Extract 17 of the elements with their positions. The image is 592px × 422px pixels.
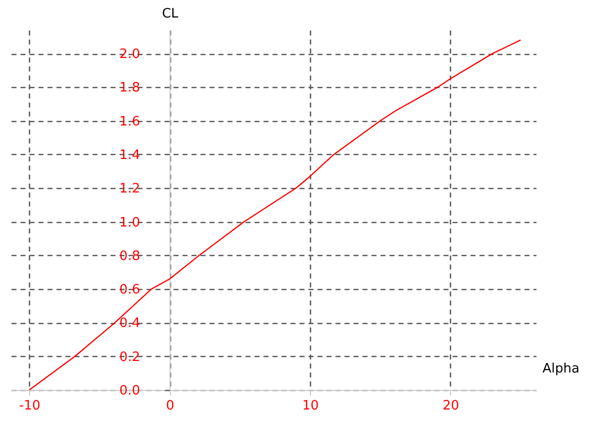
y-tick-label: 1.8: [119, 80, 140, 96]
y-tick-label: 1.4: [119, 148, 140, 163]
y-tick-label: 0.8: [119, 248, 140, 264]
y-tick-label: 0.6: [119, 282, 140, 298]
x-tick-label: 10: [302, 398, 319, 414]
y-tick-label: 1.0: [119, 215, 140, 230]
y-tick-label: 0.4: [119, 316, 140, 332]
y-tick-label: 0.2: [119, 350, 140, 365]
y-tick-label: 2.0: [119, 47, 140, 62]
x-axis-title: Alpha: [542, 362, 580, 377]
y-tick-label: 0.0: [119, 384, 140, 398]
x-tick-label: 20: [442, 398, 460, 414]
x-tick-label: 0: [166, 398, 174, 414]
x-tick-label: -10: [19, 398, 40, 414]
y-tick-label: 1.2: [119, 182, 140, 197]
y-tick-label: 1.6: [119, 114, 140, 130]
y-axis-title: CL: [162, 6, 180, 22]
